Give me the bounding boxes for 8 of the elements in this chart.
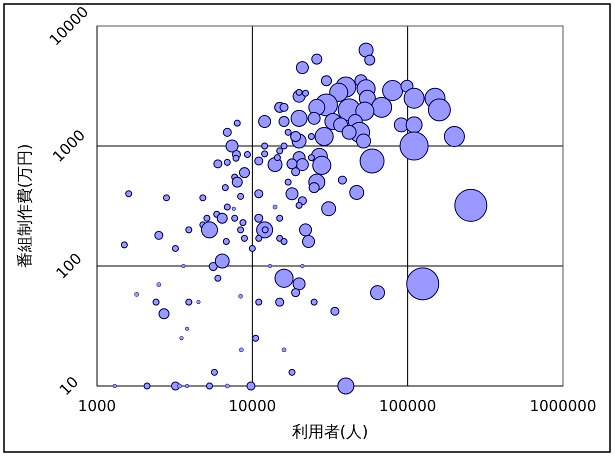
x-tick-label: 1000000 [530,397,596,415]
x-tick-label: 10000 [228,397,276,415]
y-tick-label: 100 [52,250,86,282]
y-axis-title: 番組制作費(万円) [15,144,34,268]
y-tick-label: 10 [56,372,82,400]
x-tick-label: 100000 [379,397,436,415]
x-tick-label: 1000 [78,397,116,415]
x-axis-title: 利用者(人) [292,422,368,441]
